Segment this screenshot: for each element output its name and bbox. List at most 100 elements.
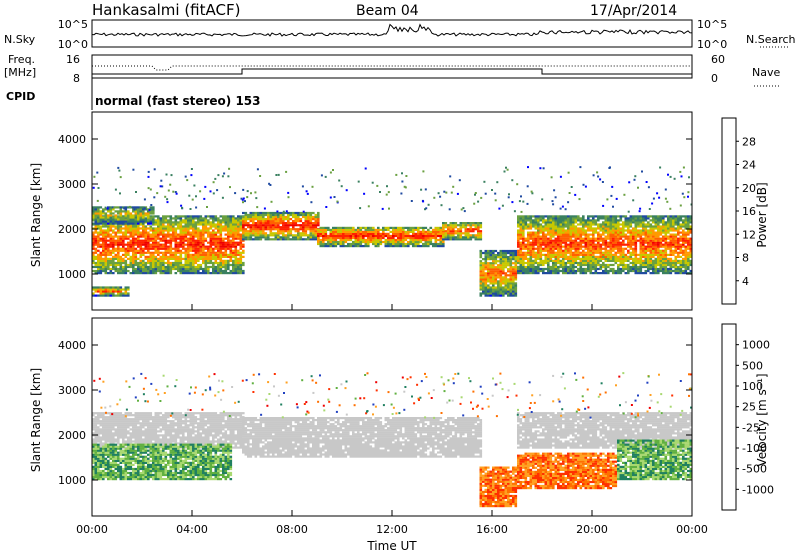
heat-cell [387,236,390,240]
heat-cell [144,227,148,230]
heat-cell [182,237,185,240]
heat-cell [569,259,573,262]
heat-cell [579,229,583,232]
heat-cell [449,234,453,237]
heat-cell [112,245,115,248]
heat-cell [234,259,238,262]
heat-cell [122,233,125,236]
heat-cell [119,214,123,217]
heat-cell [604,249,608,252]
heat-cell [269,238,273,241]
heat-cell [639,261,643,265]
heat-cell [634,225,638,228]
heat-cell [552,272,555,275]
heat-cell [289,232,293,235]
heat-cell [624,221,628,224]
heat-cell [344,230,348,233]
heat-cell [462,226,465,229]
heat-cell [542,215,545,218]
heat-cell [552,267,555,271]
heat-cell [589,245,593,248]
heat-cell [242,197,245,200]
heat-cell [297,238,300,241]
heat-cell [159,219,163,222]
heat-cell [689,251,693,254]
heat-cell [299,218,303,221]
heat-cell [489,258,493,261]
heat-cell [682,219,685,222]
heat-cell [539,249,543,252]
heat-cell [549,241,553,244]
heat-cell [522,272,525,275]
heat-cell [487,262,490,265]
heat-cell [124,253,128,256]
heat-cell [189,223,193,226]
heat-cell [589,263,593,267]
heat-cell [662,239,665,242]
heat-cell [547,243,550,246]
heat-cell [634,261,638,265]
heat-cell [577,219,580,222]
heat-cell [277,220,280,223]
heat-cell [122,231,125,234]
heat-cell [122,265,125,269]
heat-cell [164,272,168,275]
heat-cell [502,260,505,263]
heat-cell [622,235,625,238]
heat-cell [109,288,113,291]
heat-cell [497,260,500,263]
heat-cell [417,238,420,242]
heat-cell [559,259,563,262]
heat-cell [144,208,148,211]
heat-cell [177,227,180,230]
heat-cell [249,211,253,215]
heat-cell [174,243,178,246]
heat-cell [519,223,523,226]
heat-cell [612,227,615,230]
heat-cell [311,185,314,188]
heat-cell [632,219,635,222]
heat-cell [529,249,533,252]
heat-cell [514,284,518,287]
heat-cell [242,215,245,219]
heat-cell [559,231,563,234]
heat-cell [667,267,670,271]
heat-cell [542,259,545,262]
heat-cell [627,251,630,254]
heat-cell [674,247,678,250]
heat-cell [482,278,485,281]
heat-cell [539,251,543,254]
heat-cell [177,249,180,252]
heat-cell [517,249,520,252]
heat-cell [494,292,498,295]
heat-cell [542,253,545,256]
heat-cell [482,288,485,291]
heat-cell [582,225,585,228]
heat-cell [242,249,245,252]
heat-cell [384,238,388,242]
noise-tick-bottom-right: 10^0 [697,38,727,51]
heat-cell [604,272,608,275]
heat-cell [137,267,140,271]
heat-cell [637,239,640,242]
heat-cell [462,222,465,225]
heat-cell [297,230,300,233]
heat-cell [99,210,103,213]
heat-cell [97,222,100,225]
heat-cell [102,212,105,215]
heat-cell [254,218,258,221]
heat-cell [227,231,230,234]
heat-cell [92,292,95,295]
heat-cell [579,219,583,222]
heat-cell [214,235,218,238]
heat-cell [679,243,683,246]
heat-cell [628,181,631,184]
heat-cell [254,215,258,219]
heat-cell [304,232,308,235]
heat-cell [612,253,615,256]
heat-cell [152,216,155,219]
heat-cell [119,222,123,225]
heat-cell [659,215,663,218]
heat-cell [667,225,670,228]
heat-cell [254,232,258,235]
